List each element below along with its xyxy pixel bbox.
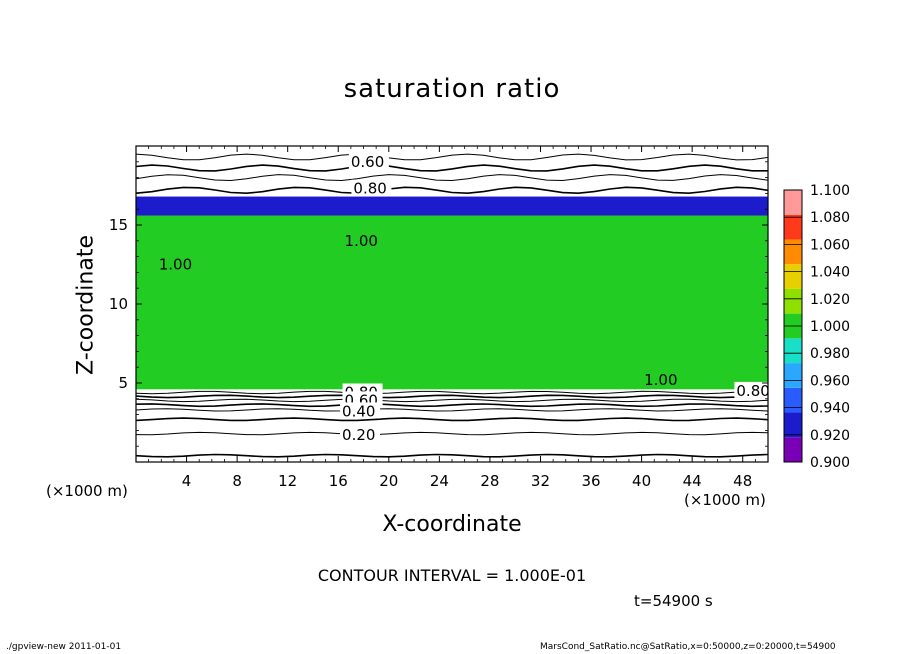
- contour-line-6: [136, 394, 768, 399]
- colorbar-label-1: 0.920: [810, 428, 850, 444]
- y-tick-label-0: 5: [118, 374, 128, 392]
- footer-right: MarsCond_SatRatio.nc@SatRatio,x=0:50000,…: [540, 642, 836, 652]
- contour-label-2: 1.00: [159, 256, 192, 274]
- colorbar-label-8: 1.060: [810, 237, 850, 253]
- colorbar-swatch-0: [784, 437, 802, 462]
- contour-line-0: [136, 453, 768, 458]
- colorbar-label-9: 1.080: [810, 210, 850, 226]
- contour-label-bg-1: [351, 179, 392, 196]
- contour-interval-text: CONTOUR INTERVAL = 1.000E-01: [317, 566, 587, 585]
- contour-line-7: [136, 390, 768, 395]
- x-tick-label-2: 12: [278, 472, 297, 490]
- y-tick-label-1: 10: [109, 295, 128, 313]
- colorbar-label-2: 0.940: [810, 401, 850, 417]
- colorbar-label-0: 0.900: [810, 455, 850, 471]
- x-unit-right: (×1000 m): [684, 491, 766, 509]
- contour-line-5: [136, 398, 768, 403]
- contour-line-4: [136, 403, 768, 408]
- contour-line-9: [136, 174, 768, 182]
- contour-label-1: 0.80: [353, 180, 386, 198]
- y-tick-label-2: 15: [109, 216, 128, 234]
- chart-title: saturation ratio: [343, 74, 561, 104]
- colorbar-label-3: 0.960: [810, 373, 850, 389]
- colorbar-label-10: 1.100: [810, 183, 850, 199]
- colorbar-swatch-10: [784, 190, 802, 215]
- x-tick-label-1: 8: [232, 472, 242, 490]
- contour-label-bg-7: [340, 402, 381, 419]
- plot-area: 0.600.801.001.001.000.800.600.400.200.80: [136, 152, 769, 458]
- colorbar: 0.900 0.920 0.940 0.960 0.980 1.000 1.020 1.040…: [783, 183, 850, 471]
- footer-left: ./gpview-new 2011-01-01: [6, 642, 122, 652]
- x-tick-label-6: 28: [480, 472, 499, 490]
- colorbar-swatch-2: [784, 387, 802, 413]
- x-tick-label-10: 44: [683, 472, 702, 490]
- x-tick-label-3: 16: [329, 472, 348, 490]
- contour-label-bg-0: [348, 152, 389, 169]
- contour-label-8: 0.20: [342, 426, 375, 444]
- contour-line-8: [136, 186, 768, 195]
- fill-region-0: [136, 215, 768, 390]
- contour-label-4: 1.00: [644, 371, 677, 389]
- contour-line-11: [136, 153, 768, 161]
- x-tick-label-7: 32: [531, 472, 550, 490]
- colorbar-swatch-3: [784, 363, 802, 388]
- x-tick-label-9: 40: [632, 472, 651, 490]
- contour-label-9: 0.80: [736, 382, 769, 400]
- contour-label-3: 1.00: [345, 232, 378, 250]
- colorbar-swatch-8: [784, 239, 802, 265]
- contour-line-1: [136, 431, 768, 436]
- contour-label-bg-9: [734, 381, 768, 398]
- fill-region-1: [136, 196, 768, 216]
- contour-label-0: 0.60: [351, 153, 384, 171]
- contour-line-3: [136, 408, 768, 412]
- colorbar-label-7: 1.040: [810, 265, 850, 281]
- colorbar-swatch-4: [784, 338, 802, 364]
- colorbar-swatch-6: [784, 288, 802, 314]
- colorbar-label-4: 0.980: [810, 346, 850, 362]
- colorbar-swatch-7: [784, 264, 802, 289]
- contour-line-2: [136, 417, 768, 422]
- x-tick-label-5: 24: [430, 472, 449, 490]
- colorbar-swatch-9: [784, 214, 802, 240]
- colorbar-label-6: 1.020: [810, 292, 850, 308]
- contour-line-10: [136, 164, 768, 172]
- contour-label-7: 0.40: [342, 402, 375, 420]
- x-axis-label: X-coordinate: [382, 512, 522, 537]
- x-tick-label-0: 4: [182, 472, 192, 490]
- contour-label-bg-8: [340, 426, 381, 443]
- colorbar-label-5: 1.000: [810, 319, 850, 335]
- x-unit-left: (×1000 m): [46, 482, 128, 500]
- x-tick-label-11: 48: [733, 472, 752, 490]
- x-tick-label-4: 20: [379, 472, 398, 490]
- time-label: t=54900 s: [634, 592, 713, 610]
- x-tick-label-8: 36: [581, 472, 600, 490]
- colorbar-swatch-1: [784, 412, 802, 438]
